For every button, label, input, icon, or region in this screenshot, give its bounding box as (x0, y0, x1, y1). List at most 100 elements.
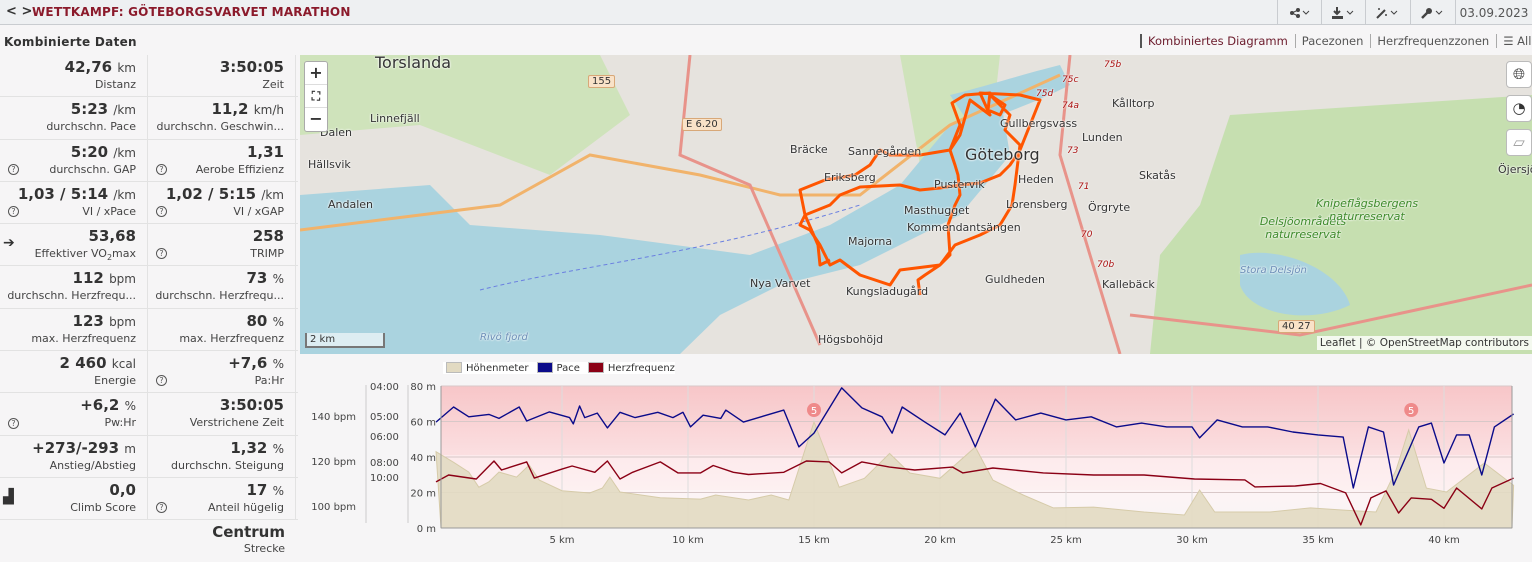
stat-cell: 5:23 /km durchschn. Pace (0, 97, 148, 139)
route-map[interactable]: Torslanda Linnefjäll Dalen Hällsvik Andalen B… (300, 55, 1532, 354)
legend-pace[interactable]: Pace (529, 362, 580, 374)
road-ref-label: 74a (1062, 101, 1079, 111)
page-title: WETTKAMPF: GÖTEBORGSVARVET MARATHON (32, 5, 351, 19)
forward-button[interactable]: > (21, 4, 33, 19)
zoom-in-button[interactable]: + (305, 62, 327, 85)
stat-value: +6,2 % (80, 396, 136, 415)
arrow-right-icon[interactable]: ➔ (3, 235, 15, 252)
stat-cell: 112 bpm durchschn. Herzfrequ... (0, 266, 148, 308)
back-button[interactable]: < (6, 4, 17, 19)
help-icon[interactable]: ? (8, 417, 19, 429)
stat-value: 0,0 (109, 480, 136, 499)
map-place-label: Andalen (328, 198, 374, 211)
polygon-icon: ▱ (1513, 133, 1525, 151)
stat-value: 1,03 / 5:14 /km (17, 184, 136, 203)
map-place-label: Kallebäck (1102, 278, 1155, 291)
stat-cell: ? 1,02 / 5:15 /km VI / xGAP (148, 181, 296, 224)
map-place-label: Masthugget (904, 204, 970, 217)
stat-value: 3:50:05 (219, 396, 284, 415)
stat-cell: 11,2 km/h durchschn. Geschwin... (148, 97, 296, 139)
help-icon[interactable]: ? (156, 248, 167, 260)
area-button[interactable]: ▱ (1506, 129, 1532, 156)
legend-elevation[interactable]: Höhenmeter (443, 362, 529, 374)
stat-row: ? 5:20 /km durchschn. GAP? 1,31 Aerobe Effi… (0, 139, 298, 182)
stat-label: Anteil hügelig (208, 500, 284, 514)
map-place-label: Sannegården (848, 145, 922, 158)
share-button[interactable] (1277, 0, 1321, 25)
map-lake (1240, 252, 1350, 316)
stat-cell: 1,32 % durchschn. Steigung (148, 435, 296, 477)
map-forest (300, 55, 630, 175)
elevation-tick-label: 60 m (410, 418, 436, 429)
top-bar: < > WETTKAMPF: GÖTEBORGSVARVET MARATHON … (0, 0, 1532, 25)
stat-cell: ? +6,2 % Pw:Hr (0, 393, 148, 435)
route-cell: Centrum Strecke (0, 520, 296, 560)
stat-cell: ▟ 0,0 Climb Score (0, 477, 148, 520)
speedometer-button[interactable]: ◔ (1506, 95, 1532, 122)
menu-icon: ☰ (1503, 34, 1518, 48)
x-tick-label: 30 km (1176, 535, 1207, 546)
help-icon[interactable]: ? (156, 163, 167, 175)
help-icon[interactable]: ? (156, 502, 167, 514)
help-icon[interactable]: ? (156, 375, 167, 387)
tab-hr-zones[interactable]: Herzfrequenzzonen (1370, 34, 1495, 48)
stat-cell: ? 17 % Anteil hügelig (148, 477, 296, 520)
stat-label: durchschn. Pace (46, 120, 136, 134)
heart-rate-line (435, 460, 1514, 526)
stat-cell: 73 % durchschn. Herzfrequ... (148, 266, 296, 308)
pace-tick-label: 08:00 (370, 458, 399, 469)
road-ref-label: 71 (1078, 182, 1090, 192)
stat-label: Climb Score (70, 500, 136, 514)
zoom-out-button[interactable]: − (309, 109, 323, 128)
map-place-label: Guldheden (985, 273, 1045, 286)
magic-button[interactable] (1365, 0, 1410, 25)
road-shield: E 6.20 (682, 118, 722, 131)
tab-all[interactable]: ☰ Alle (1496, 34, 1532, 48)
stat-row: ? +6,2 % Pw:Hr 3:50:05 Verstrichene Zeit (0, 393, 298, 436)
map-attribution[interactable]: Leaflet | © OpenStreetMap contributors (1316, 336, 1532, 350)
climb-chart-icon[interactable]: ▟ (3, 488, 14, 505)
stat-cell: ➔ 53,68 Effektiver VO2max (0, 224, 148, 266)
route-label: Strecke (243, 542, 285, 556)
road-shield: 40 27 (1278, 320, 1315, 333)
fullscreen-button[interactable]: ⛶ (305, 85, 327, 108)
map-place-label: Majorna (848, 235, 893, 248)
stat-label: Aerobe Effizienz (195, 162, 284, 176)
tab-pace-zones[interactable]: Pacezonen (1294, 34, 1370, 48)
map-place-label: Delsjöområdets naturreservat (1259, 215, 1347, 241)
help-icon[interactable]: ? (8, 206, 19, 218)
stat-cell: 3:50:05 Verstrichene Zeit (148, 393, 296, 435)
map-place-label: Hällsvik (308, 158, 351, 171)
gauge-icon: ◔ (1512, 99, 1526, 117)
help-icon[interactable]: ? (156, 206, 167, 218)
stat-value: +273/-293 m (32, 438, 136, 457)
chart-tabs: Kombiniertes Diagramm Pacezonen Herzfreq… (1140, 34, 1532, 48)
section-title: Kombinierte Daten (4, 35, 137, 49)
map-place-label: Kålltorp (1112, 97, 1155, 110)
download-button[interactable] (1321, 0, 1365, 25)
chart-plot: 0 m 20 m 40 m 60 m 80 m 5 km 10 km 15 km 20 km 25… (311, 382, 1515, 546)
globe-layer-button[interactable]: 🌐︎ (1506, 61, 1532, 88)
map-place-label: Torslanda (375, 55, 452, 72)
tab-combined-chart[interactable]: Kombiniertes Diagramm (1140, 34, 1294, 48)
climb-marker-label: 5 (1408, 406, 1414, 417)
route-name[interactable]: Centrum (212, 523, 285, 542)
elevation-area (435, 420, 1515, 529)
stat-value: 80 % (246, 311, 284, 330)
help-icon[interactable]: ? (8, 163, 19, 175)
tools-button[interactable] (1410, 0, 1455, 25)
stat-value: +7,6 % (228, 354, 284, 373)
stat-row-route: Centrum Strecke (0, 520, 298, 560)
elevation-tick-label: 80 m (410, 382, 436, 393)
stat-cell: +273/-293 m Anstieg/Abstieg (0, 435, 148, 477)
stat-row: 5:23 /km durchschn. Pace 11,2 km/h durchsch… (0, 97, 298, 140)
globe-icon: 🌐︎ (1512, 65, 1525, 83)
chart-legend: Höhenmeter Pace Herzfrequenz (443, 362, 675, 374)
legend-heart-rate[interactable]: Herzfrequenz (580, 362, 675, 374)
stat-row: 2 460 kcal Energie? +7,6 % Pa:Hr (0, 351, 298, 394)
stat-cell: 80 % max. Herzfrequenz (148, 308, 296, 351)
sub-header: Kombinierte Daten Kombiniertes Diagramm … (0, 26, 1532, 55)
stats-panel: 42,76 km Distanz 3:50:05 Zeit 5:23 /km durch… (0, 55, 298, 558)
stat-label: durchschn. Steigung (171, 458, 284, 472)
road-shield: 155 (588, 75, 616, 88)
